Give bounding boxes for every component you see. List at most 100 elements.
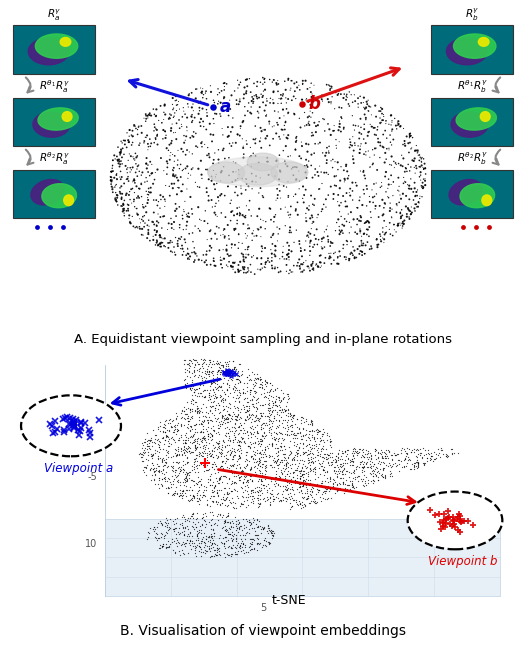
Point xyxy=(319,456,327,467)
Point xyxy=(330,126,338,136)
Point xyxy=(137,452,146,463)
Point xyxy=(206,118,214,129)
Point xyxy=(116,149,125,159)
Point xyxy=(308,486,316,496)
Point xyxy=(297,412,306,422)
Point xyxy=(176,123,184,134)
Point xyxy=(142,172,150,183)
Ellipse shape xyxy=(447,38,487,64)
Point xyxy=(197,538,205,548)
Point xyxy=(276,395,285,406)
Point xyxy=(117,181,126,191)
Point xyxy=(244,405,252,416)
Point xyxy=(372,143,380,153)
Point xyxy=(200,385,208,395)
Point xyxy=(238,210,247,220)
Point xyxy=(198,513,206,523)
Point xyxy=(258,445,266,455)
Point xyxy=(311,234,320,244)
Point xyxy=(229,435,238,445)
Point xyxy=(170,224,178,235)
Point xyxy=(330,465,338,475)
Point xyxy=(244,482,252,492)
Point xyxy=(257,439,266,449)
Point xyxy=(275,427,284,438)
Point xyxy=(234,265,242,275)
Point xyxy=(320,167,328,178)
Point xyxy=(281,461,290,472)
Point xyxy=(348,178,357,188)
Point xyxy=(306,486,314,496)
Point xyxy=(329,475,338,486)
Point xyxy=(192,397,200,407)
Point xyxy=(417,157,426,167)
Point xyxy=(272,438,280,449)
Point xyxy=(150,138,158,148)
Point xyxy=(343,445,352,455)
Point xyxy=(240,495,248,506)
Point xyxy=(297,503,305,513)
Point xyxy=(279,486,287,496)
Point xyxy=(217,360,226,370)
Point xyxy=(307,190,315,201)
Point xyxy=(283,397,291,407)
Point xyxy=(261,444,270,455)
Point xyxy=(292,433,301,443)
Point xyxy=(253,447,261,458)
Point xyxy=(251,374,260,384)
Point xyxy=(142,461,150,472)
Point xyxy=(295,166,303,176)
Point xyxy=(208,480,217,490)
Point xyxy=(261,443,269,454)
Point xyxy=(331,88,340,98)
Point xyxy=(240,436,248,446)
Point xyxy=(404,159,412,170)
Point xyxy=(183,413,191,424)
Point xyxy=(162,458,170,468)
Point xyxy=(220,395,229,405)
Point xyxy=(188,530,196,541)
Point xyxy=(186,251,194,262)
Point xyxy=(170,425,179,436)
Point xyxy=(170,490,179,501)
Point xyxy=(269,87,278,97)
Point xyxy=(226,415,235,426)
Point xyxy=(214,422,222,433)
Point xyxy=(292,414,301,424)
Point xyxy=(262,451,270,461)
Point xyxy=(191,444,200,455)
Point xyxy=(215,399,224,410)
Point xyxy=(406,131,414,141)
Point xyxy=(295,495,303,506)
Point xyxy=(246,427,254,438)
Point xyxy=(208,538,216,549)
Point xyxy=(193,490,201,500)
Point xyxy=(159,432,167,442)
Point xyxy=(264,528,272,538)
Point xyxy=(183,184,191,194)
Point xyxy=(298,79,307,89)
Point xyxy=(190,476,198,486)
Point xyxy=(215,438,223,448)
Point xyxy=(178,486,187,496)
Point xyxy=(371,203,379,214)
Point xyxy=(151,434,159,445)
Point xyxy=(297,243,305,254)
Point xyxy=(219,401,227,411)
Point xyxy=(171,422,180,432)
Point xyxy=(372,463,381,473)
Point xyxy=(300,500,309,511)
Point xyxy=(257,259,266,269)
Point xyxy=(230,387,238,397)
Point xyxy=(190,436,199,446)
Point xyxy=(273,451,281,462)
Point xyxy=(367,476,375,486)
Point xyxy=(261,259,270,270)
Point xyxy=(179,473,188,484)
Point xyxy=(194,472,202,483)
Point xyxy=(236,375,245,386)
Point xyxy=(214,451,222,461)
Point xyxy=(325,147,333,158)
Point xyxy=(281,423,289,434)
Point xyxy=(239,539,247,549)
